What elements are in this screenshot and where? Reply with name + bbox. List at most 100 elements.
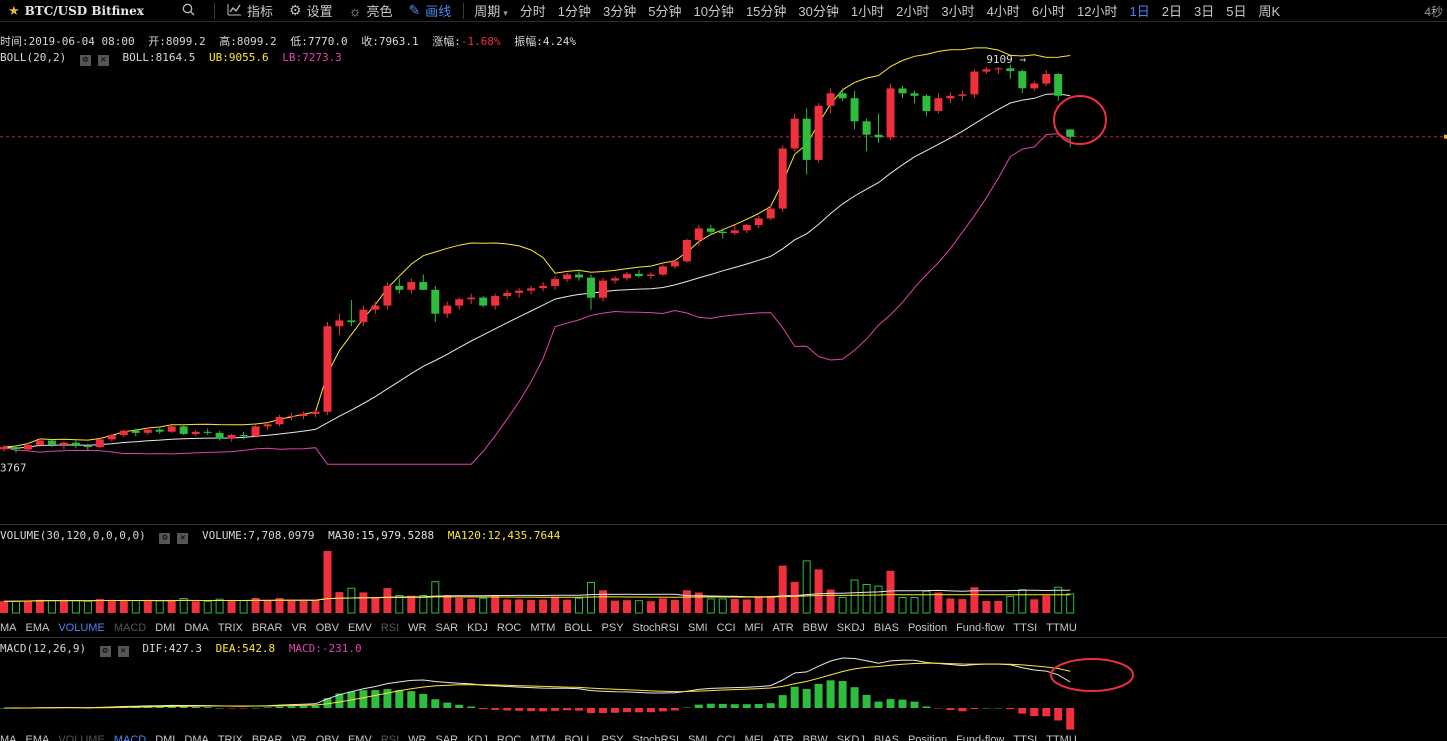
period-10[interactable]: 4小时	[986, 4, 1020, 19]
volume-tab-smi[interactable]: SMI	[688, 622, 708, 634]
macd-chart[interactable]	[0, 652, 1447, 732]
macd-tab-bias[interactable]: BIAS	[873, 734, 899, 741]
period-14[interactable]: 2日	[1161, 4, 1182, 19]
macd-tab-mfi[interactable]: MFI	[744, 734, 764, 741]
settings-icon[interactable]: ⚙	[79, 55, 91, 66]
macd-tab-emv[interactable]: EMV	[347, 734, 372, 741]
indicator-button[interactable]: 指标	[219, 0, 281, 22]
macd-tab-brar[interactable]: BRAR	[251, 734, 283, 741]
macd-tab-volume[interactable]: VOLUME	[58, 734, 105, 741]
volume-tab-ttsi[interactable]: TTSI	[1013, 622, 1038, 634]
period-3[interactable]: 5分钟	[648, 4, 682, 19]
macd-tab-wr[interactable]: WR	[408, 734, 427, 741]
volume-tab-fund-flow[interactable]: Fund-flow	[956, 622, 1005, 634]
volume-tab-obv[interactable]: OBV	[315, 622, 339, 634]
volume-tab-skdj[interactable]: SKDJ	[836, 622, 865, 634]
macd-tab-cci[interactable]: CCI	[716, 734, 736, 741]
main-price-chart[interactable]: 9109 → 3767	[0, 0, 1447, 524]
macd-tab-skdj[interactable]: SKDJ	[836, 734, 865, 741]
macd-tab-mtm[interactable]: MTM	[530, 734, 556, 741]
volume-tab-dmi[interactable]: DMI	[155, 622, 176, 634]
period-13[interactable]: 1日	[1129, 4, 1150, 19]
period-6[interactable]: 30分钟	[798, 4, 839, 19]
volume-tab-vr[interactable]: VR	[291, 622, 307, 634]
period-5[interactable]: 15分钟	[745, 4, 787, 19]
period-dropdown[interactable]: 周期 ▾	[474, 4, 508, 19]
period-4[interactable]: 10分钟	[693, 4, 734, 19]
volume-tab-trix[interactable]: TRIX	[217, 622, 243, 634]
volume-tab-ema[interactable]: EMA	[25, 622, 50, 634]
star-icon[interactable]: ★	[8, 2, 20, 18]
macd-tab-dma[interactable]: DMA	[184, 734, 209, 741]
settings-icon[interactable]: ⚙	[159, 533, 171, 544]
volume-tab-position[interactable]: Position	[907, 622, 948, 634]
macd-tab-vr[interactable]: VR	[291, 734, 307, 741]
volume-tab-roc[interactable]: ROC	[496, 622, 522, 634]
volume-tab-stochrsi[interactable]: StochRSI	[632, 622, 680, 634]
macd-tab-roc[interactable]: ROC	[496, 734, 522, 741]
macd-tab-boll[interactable]: BOLL	[564, 734, 593, 741]
volume-tab-kdj[interactable]: KDJ	[467, 622, 488, 634]
macd-tab-rsi[interactable]: RSI	[380, 734, 400, 741]
volume-tab-rsi[interactable]: RSI	[380, 622, 400, 634]
volume-tab-volume[interactable]: VOLUME	[58, 622, 105, 634]
volume-bar	[1030, 599, 1039, 613]
macd-tab-psy[interactable]: PSY	[601, 734, 624, 741]
macd-tab-stochrsi[interactable]: StochRSI	[632, 734, 680, 741]
macd-tab-smi[interactable]: SMI	[688, 734, 708, 741]
macd-tab-fund-flow[interactable]: Fund-flow	[956, 734, 1005, 741]
macd-tab-sar[interactable]: SAR	[435, 734, 459, 741]
macd-tab-position[interactable]: Position	[907, 734, 948, 741]
period-8[interactable]: 2小时	[896, 4, 930, 19]
volume-tab-ma[interactable]: MA	[0, 622, 17, 634]
macd-tab-ttmu[interactable]: TTMU	[1046, 734, 1077, 741]
macd-tab-obv[interactable]: OBV	[315, 734, 339, 741]
macd-tab-trix[interactable]: TRIX	[217, 734, 243, 741]
search-button[interactable]	[178, 0, 210, 22]
volume-tab-mtm[interactable]: MTM	[530, 622, 556, 634]
period-7[interactable]: 1小时	[850, 4, 885, 19]
volume-tab-wr[interactable]: WR	[408, 622, 427, 634]
period-12[interactable]: 12小时	[1077, 4, 1118, 19]
volume-tab-bias[interactable]: BIAS	[873, 622, 899, 634]
settings-button[interactable]: ⚙ 设置	[281, 0, 341, 22]
period-15[interactable]: 3日	[1193, 4, 1215, 19]
volume-tab-sar[interactable]: SAR	[435, 622, 459, 634]
draw-button[interactable]: ✎ 画线	[400, 0, 459, 22]
settings-icon[interactable]: ⚙	[99, 646, 111, 657]
volume-tab-bbw[interactable]: BBW	[802, 622, 828, 634]
period-9[interactable]: 3小时	[941, 4, 975, 19]
light-theme-button[interactable]: ☼ 亮色	[341, 0, 401, 22]
period-1[interactable]: 1分钟	[557, 4, 591, 19]
period-2[interactable]: 3分钟	[603, 4, 637, 19]
symbol-area[interactable]: ★ BTC/USD Bitfinex	[0, 3, 178, 19]
macd-tab-macd[interactable]: MACD	[113, 734, 147, 741]
macd-tab-ttsi[interactable]: TTSI	[1013, 734, 1038, 741]
period-17[interactable]: 周K	[1258, 4, 1281, 19]
macd-tab-kdj[interactable]: KDJ	[467, 734, 488, 741]
volume-tab-dma[interactable]: DMA	[184, 622, 209, 634]
volume-tab-brar[interactable]: BRAR	[251, 622, 283, 634]
period-16[interactable]: 5日	[1226, 4, 1247, 19]
volume-tab-boll[interactable]: BOLL	[564, 622, 593, 634]
macd-tab-dmi[interactable]: DMI	[155, 734, 176, 741]
volume-tab-ttmu[interactable]: TTMU	[1046, 622, 1077, 634]
volume-tab-macd[interactable]: MACD	[113, 622, 147, 634]
macd-tab-atr[interactable]: ATR	[772, 734, 794, 741]
candle-body	[71, 442, 80, 446]
period-11[interactable]: 6小时	[1031, 4, 1066, 19]
volume-bar	[263, 600, 272, 613]
volume-tab-atr[interactable]: ATR	[772, 622, 794, 634]
macd-tab-ma[interactable]: MA	[0, 734, 17, 741]
close-icon[interactable]: ✕	[97, 55, 109, 66]
volume-chart[interactable]	[0, 540, 1447, 616]
close-icon[interactable]: ✕	[177, 533, 189, 544]
macd-tab-ema[interactable]: EMA	[25, 734, 50, 741]
close-icon[interactable]: ✕	[117, 646, 129, 657]
period-0[interactable]: 分时	[519, 4, 546, 19]
volume-tab-emv[interactable]: EMV	[347, 622, 372, 634]
volume-tab-mfi[interactable]: MFI	[744, 622, 764, 634]
volume-tab-cci[interactable]: CCI	[716, 622, 736, 634]
volume-tab-psy[interactable]: PSY	[601, 622, 624, 634]
macd-tab-bbw[interactable]: BBW	[802, 734, 828, 741]
